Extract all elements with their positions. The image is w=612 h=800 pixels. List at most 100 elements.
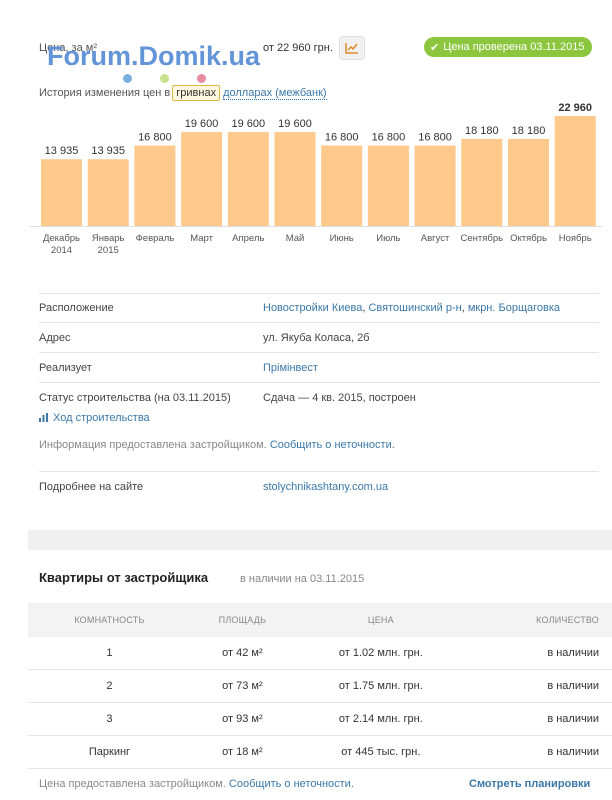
chart-value-label: 18 180 <box>512 125 546 137</box>
construction-progress-link[interactable]: Ход строительства <box>53 412 150 424</box>
seller-link[interactable]: Прімінвест <box>263 362 318 374</box>
chart-toggle-button[interactable] <box>339 36 365 60</box>
column-header-quantity: КОЛИЧЕСТВО <box>467 603 612 637</box>
chart-bar[interactable] <box>41 159 82 226</box>
chart-category-label: Июнь <box>330 233 354 244</box>
chart-bar[interactable] <box>367 145 409 226</box>
watermark-dot <box>197 74 206 83</box>
status-label: Статус строительства (на 03.11.2015) <box>39 392 231 404</box>
cell-area: от 18 м² <box>190 735 294 769</box>
chart-value-label: 18 180 <box>465 125 499 137</box>
currency-usd-link[interactable]: долларах (межбанк) <box>223 86 327 100</box>
table-row[interactable]: 3 от 93 м² от 2.14 млн. грн. в наличии <box>28 702 612 736</box>
chart-category-label: 2014 <box>51 245 72 256</box>
chart-bar[interactable] <box>134 145 176 226</box>
chart-value-label: 19 600 <box>278 118 312 130</box>
status-value: Сдача — 4 кв. 2015, построен <box>263 392 416 404</box>
column-header-price: ЦЕНА <box>293 603 468 637</box>
location-link-microdistrict[interactable]: мкрн. Борщаговка <box>467 302 561 314</box>
chart-bar[interactable] <box>414 145 456 226</box>
chart-value-label: 13 935 <box>91 145 125 157</box>
apartments-table: КОМНАТНОСТЬ ПЛОЩАДЬ ЦЕНА КОЛИЧЕСТВО 1 от… <box>28 603 612 769</box>
website-link[interactable]: stolychnikashtany.com.ua <box>263 481 389 493</box>
chart-value-label: 16 800 <box>418 132 452 144</box>
currency-uah-button[interactable]: гривнах <box>172 85 221 101</box>
chart-bar[interactable] <box>461 138 503 226</box>
check-icon: ✔ <box>430 41 440 54</box>
table-header-row: КОМНАТНОСТЬ ПЛОЩАДЬ ЦЕНА КОЛИЧЕСТВО <box>28 603 612 637</box>
table-row[interactable]: 2 от 73 м² от 1.75 млн. грн. в наличии <box>28 669 612 703</box>
chart-category-label: Октябрь <box>510 233 547 244</box>
comma: , <box>461 302 468 314</box>
divider <box>39 293 599 294</box>
chart-category-label: Май <box>286 233 305 244</box>
chart-icon <box>345 43 358 54</box>
divider <box>39 322 599 323</box>
price-report-inaccuracy-link[interactable]: Сообщить о неточности. <box>228 778 354 790</box>
location-link-district[interactable]: Святошинский р-н <box>368 302 462 314</box>
cell-area: от 42 м² <box>190 637 294 670</box>
cell-rooms: Паркинг <box>28 735 191 769</box>
cell-price: от 2.14 млн. грн. <box>293 702 468 736</box>
chart-category-label: Август <box>421 233 450 244</box>
cell-rooms: 1 <box>28 637 191 670</box>
chart-bar[interactable] <box>321 145 363 226</box>
cell-price: от 1.75 млн. грн. <box>293 669 468 703</box>
chart-category-label: Февраль <box>136 233 175 244</box>
divider <box>39 352 599 353</box>
divider <box>39 471 599 472</box>
info-row-status: Статус строительства (на 03.11.2015) Сда… <box>39 392 599 404</box>
price-verified-text: Цена проверена 03.11.2015 <box>443 41 585 53</box>
chart-value-label: 16 800 <box>138 132 172 144</box>
comma: , <box>362 302 369 314</box>
report-inaccuracy-link[interactable]: Сообщить о неточности. <box>269 439 395 451</box>
cell-quantity: в наличии <box>467 637 612 670</box>
chart-bar[interactable] <box>554 116 596 226</box>
chart-category-label: Сентябрь <box>461 233 504 244</box>
price-label: Цена, за м² <box>39 42 98 54</box>
info-row-address: Адрес ул. Якуба Коласа, 2б <box>39 332 599 344</box>
info-row-website: Подробнее на сайте stolychnikashtany.com… <box>39 481 599 493</box>
price-history-switch: История изменения цен в гривнах долларах… <box>39 85 327 101</box>
location-link-city[interactable]: Новостройки Киева <box>263 302 363 314</box>
column-header-rooms: КОМНАТНОСТЬ <box>28 603 191 637</box>
chart-bar[interactable] <box>87 159 129 226</box>
chart-bar[interactable] <box>274 132 316 226</box>
apartments-subtitle: в наличии на 03.11.2015 <box>240 573 365 585</box>
chart-value-label: 22 960 <box>558 102 592 114</box>
price-panel: Цена, за м² от 22 960 грн. ✔ Цена провер… <box>30 36 602 493</box>
info-disclaimer: Информация предоставлена застройщиком. С… <box>39 439 599 451</box>
chart-category-label: Март <box>190 233 213 244</box>
column-header-area: ПЛОЩАДЬ <box>190 603 294 637</box>
chart-bar[interactable] <box>227 132 269 226</box>
chart-category-label: Январь <box>92 233 125 244</box>
info-row-location: Расположение Новостройки Киева, Святошин… <box>39 302 599 314</box>
info-row-seller: Реализует Прімінвест <box>39 362 599 374</box>
cell-quantity: в наличии <box>467 669 612 703</box>
chart-value-label: 13 935 <box>45 145 79 157</box>
bar-chart-icon <box>39 413 48 422</box>
table-row[interactable]: Паркинг от 18 м² от 445 тыс. грн. в нали… <box>28 735 612 769</box>
location-label: Расположение <box>39 302 114 314</box>
view-floorplans-link[interactable]: Смотреть планировки <box>469 778 591 790</box>
table-row[interactable]: 1 от 42 м² от 1.02 млн. грн. в наличии <box>28 637 612 670</box>
cell-area: от 73 м² <box>190 669 294 703</box>
chart-bar[interactable] <box>508 138 549 226</box>
watermark-dot <box>160 74 169 83</box>
chart-bar[interactable] <box>181 132 223 226</box>
location-value: Новостройки Киева, Святошинский р-н, мкр… <box>263 302 560 314</box>
cell-quantity: в наличии <box>467 702 612 736</box>
disclaimer-text: Информация предоставлена застройщиком. <box>39 439 267 451</box>
construction-progress[interactable]: Ход строительства <box>39 412 599 424</box>
cell-price: от 445 тыс. грн. <box>293 735 468 769</box>
watermark-dot <box>123 74 132 83</box>
divider <box>39 382 599 383</box>
history-label: История изменения цен в <box>39 87 171 99</box>
watermark-logo: Forum.Domik.ua <box>47 41 261 71</box>
address-label: Адрес <box>39 332 71 344</box>
watermark-dots <box>123 74 206 83</box>
chart-value-label: 19 600 <box>185 118 219 130</box>
chart-category-label: Апрель <box>232 233 264 244</box>
website-label: Подробнее на сайте <box>39 481 144 493</box>
